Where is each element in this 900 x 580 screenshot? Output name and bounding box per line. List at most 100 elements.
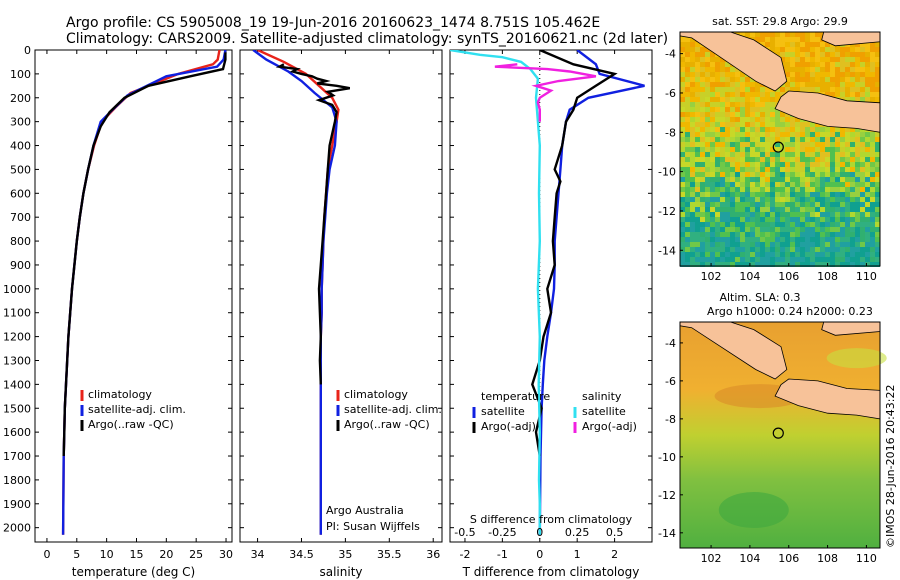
sst-cell	[730, 72, 735, 77]
sst-cell	[860, 257, 865, 262]
sst-cell	[710, 227, 715, 232]
sst-cell	[720, 242, 725, 247]
sst-cell	[830, 207, 835, 212]
sst-cell	[845, 92, 850, 97]
sst-cell	[680, 47, 685, 52]
sst-cell	[865, 262, 870, 267]
sst-cell	[685, 212, 690, 217]
sst-cell	[825, 42, 830, 47]
sst-cell	[805, 227, 810, 232]
sst-cell	[790, 67, 795, 72]
sst-cell	[865, 62, 870, 67]
sst-cell	[785, 262, 790, 267]
sst-cell	[690, 172, 695, 177]
sst-cell	[825, 227, 830, 232]
sst-cell	[830, 147, 835, 152]
sst-cell	[780, 177, 785, 182]
sst-cell	[715, 177, 720, 182]
sst-cell	[875, 57, 880, 62]
sst-cell	[825, 72, 830, 77]
sst-cell	[840, 72, 845, 77]
sst-cell	[815, 232, 820, 237]
sst-cell	[760, 92, 765, 97]
sst-cell	[755, 97, 760, 102]
sst-cell	[800, 52, 805, 57]
sst-cell	[730, 122, 735, 127]
sst-cell	[690, 152, 695, 157]
sst-cell	[815, 82, 820, 87]
sst-cell	[840, 147, 845, 152]
sst-cell	[780, 162, 785, 167]
sst-cell	[765, 232, 770, 237]
sst-cell	[730, 237, 735, 242]
temperature-xtick-label: 0	[43, 548, 50, 561]
sst-cell	[745, 232, 750, 237]
sst-cell	[685, 107, 690, 112]
sst-cell	[790, 42, 795, 47]
sst-cell	[825, 217, 830, 222]
sst-cell	[835, 152, 840, 157]
sst-cell	[690, 252, 695, 257]
sst-cell	[865, 57, 870, 62]
sst-cell	[800, 67, 805, 72]
sst-cell	[785, 77, 790, 82]
sst-cell	[815, 62, 820, 67]
sst-cell	[770, 202, 775, 207]
sst-cell	[810, 167, 815, 172]
sst-cell	[760, 247, 765, 252]
sst-map	[679, 31, 881, 267]
sst-cell	[755, 82, 760, 87]
sst-cell	[725, 197, 730, 202]
sst-cell	[835, 142, 840, 147]
sst-cell	[685, 222, 690, 227]
sst-cell	[760, 202, 765, 207]
sst-cell	[760, 197, 765, 202]
sst-cell	[760, 232, 765, 237]
sst-cell	[745, 122, 750, 127]
sst-cell	[720, 77, 725, 82]
sst-cell	[875, 132, 880, 137]
sst-cell	[865, 187, 870, 192]
sst-cell	[755, 242, 760, 247]
salinity-xtick-label: 36	[426, 548, 440, 561]
sst-cell	[830, 82, 835, 87]
sst-cell	[855, 142, 860, 147]
sst-cell	[785, 167, 790, 172]
sst-cell	[825, 182, 830, 187]
sst-cell	[690, 197, 695, 202]
sst-cell	[770, 212, 775, 217]
sst-cell	[760, 137, 765, 142]
sst-cell	[840, 142, 845, 147]
sst-cell	[845, 222, 850, 227]
sst-cell	[805, 57, 810, 62]
sst-cell	[830, 167, 835, 172]
sst-cell	[685, 262, 690, 267]
sst-cell	[745, 202, 750, 207]
sst-cell	[680, 202, 685, 207]
depth-tick-label: 1900	[3, 498, 31, 511]
sst-cell	[805, 32, 810, 37]
legend-group-temperature: temperature	[481, 390, 550, 403]
sst-cell	[705, 167, 710, 172]
sst-cell	[715, 152, 720, 157]
sst-cell	[860, 77, 865, 82]
sst-cell	[690, 127, 695, 132]
sst-cell	[785, 112, 790, 117]
salinity-diff-tick-label: 0.5	[606, 526, 624, 539]
sst-cell	[705, 197, 710, 202]
sst-cell	[755, 167, 760, 172]
sst-cell	[800, 42, 805, 47]
sst-cell	[725, 177, 730, 182]
sst-cell	[760, 157, 765, 162]
sst-cell	[840, 182, 845, 187]
sst-cell	[830, 57, 835, 62]
sst-cell	[735, 187, 740, 192]
sst-cell	[875, 167, 880, 172]
sst-cell	[685, 247, 690, 252]
sst-cell	[690, 142, 695, 147]
sst-cell	[845, 87, 850, 92]
sst-cell	[850, 162, 855, 167]
sst-cell	[875, 182, 880, 187]
sst-cell	[800, 122, 805, 127]
sst-cell	[705, 102, 710, 107]
